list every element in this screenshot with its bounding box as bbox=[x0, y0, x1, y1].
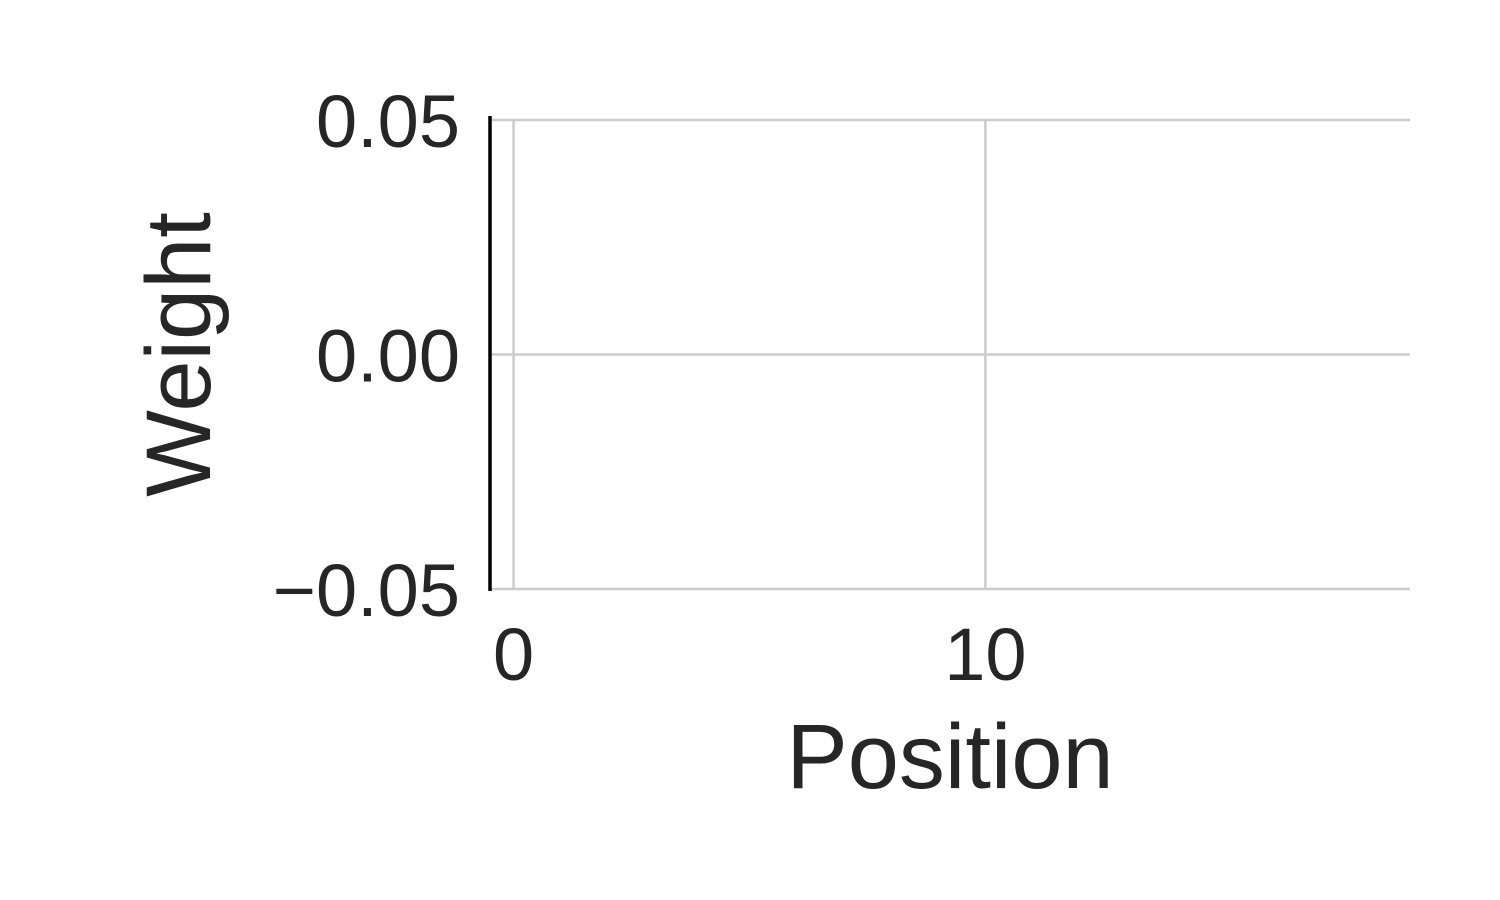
x-tick-label: 0 bbox=[493, 613, 534, 696]
y-tick-label: 0.00 bbox=[316, 315, 460, 398]
y-axis-label: Weight bbox=[128, 212, 230, 497]
y-tick-label: 0.05 bbox=[316, 80, 460, 163]
x-tick-labels: 0 10 bbox=[493, 613, 1027, 696]
y-tick-label: −0.05 bbox=[273, 549, 460, 632]
x-axis-label: Position bbox=[786, 706, 1113, 808]
grid bbox=[490, 118, 1410, 591]
x-tick-label: 10 bbox=[944, 613, 1026, 696]
y-tick-labels: 0.05 0.00 −0.05 bbox=[273, 80, 460, 632]
